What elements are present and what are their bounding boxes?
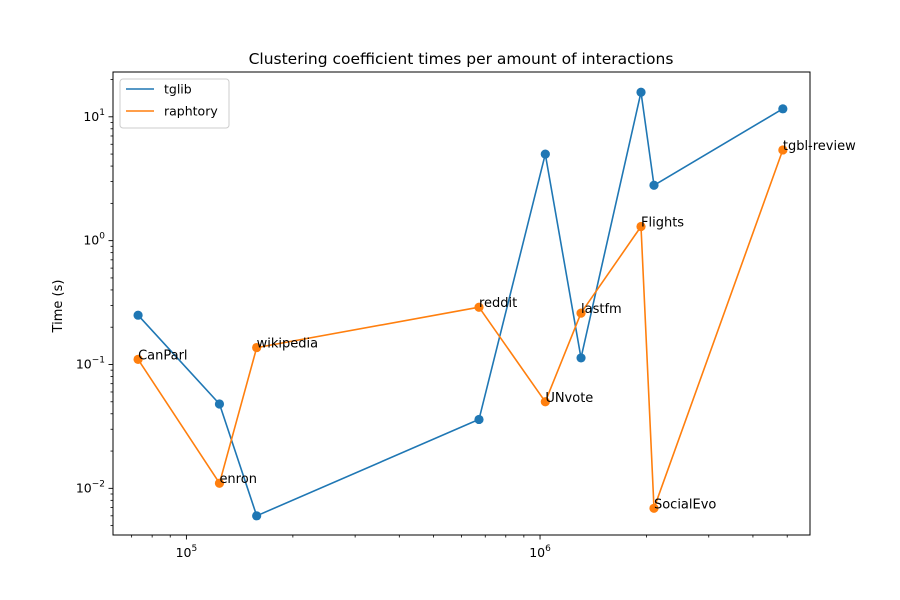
data-point-tglib bbox=[636, 87, 646, 97]
x-tick-label: 105 bbox=[176, 544, 198, 560]
series-line-tglib bbox=[137, 91, 784, 517]
point-annotation: CanParl bbox=[138, 348, 187, 363]
y-axis-label: Time (s) bbox=[51, 280, 66, 334]
data-point-tglib bbox=[214, 399, 225, 409]
legend: tglib raphtory bbox=[119, 78, 230, 129]
legend-label-raphtory: raphtory bbox=[164, 104, 218, 119]
x-tick-label: 106 bbox=[529, 544, 551, 560]
data-point-tglib bbox=[778, 104, 788, 114]
point-annotation: enron bbox=[219, 472, 257, 487]
data-point-tglib bbox=[252, 511, 262, 521]
data-point-raphtory bbox=[778, 145, 788, 155]
annotations: CanParl enron wikipedia reddit UNvote lastfm F… bbox=[138, 139, 856, 512]
point-annotation: lastfm bbox=[581, 302, 622, 317]
y-tick-label: 101 bbox=[83, 108, 105, 124]
data-point-raphtory bbox=[252, 342, 262, 353]
point-annotation: tgbl-review bbox=[783, 139, 856, 154]
ticks: 105 106 10−2 10−1 100 101 bbox=[76, 79, 788, 560]
data-point-raphtory bbox=[474, 302, 484, 312]
data-point-raphtory bbox=[576, 308, 586, 318]
point-annotation: Flights bbox=[641, 216, 684, 231]
legend-box bbox=[119, 78, 230, 129]
data-point-tglib bbox=[649, 180, 659, 190]
point-annotation: wikipedia bbox=[257, 337, 318, 352]
data-point-tglib bbox=[540, 149, 550, 159]
series-lines bbox=[137, 91, 784, 517]
point-annotation: UNvote bbox=[545, 391, 593, 406]
series-markers bbox=[133, 87, 788, 521]
data-point-tglib bbox=[474, 414, 484, 425]
point-annotation: reddit bbox=[479, 296, 517, 311]
y-tick-label: 10−2 bbox=[76, 479, 105, 495]
data-point-raphtory bbox=[649, 503, 659, 513]
legend-label-tglib: tglib bbox=[164, 82, 192, 97]
series-line-raphtory bbox=[137, 149, 784, 510]
y-tick-label: 10−1 bbox=[76, 355, 105, 371]
y-tick-label: 100 bbox=[83, 232, 105, 248]
data-point-tglib bbox=[133, 310, 143, 320]
data-point-raphtory bbox=[636, 221, 646, 232]
chart-title: Clustering coefficient times per amount … bbox=[249, 50, 674, 68]
data-point-raphtory bbox=[214, 478, 225, 488]
point-annotation: SocialEvo bbox=[654, 497, 716, 512]
plot-area-frame bbox=[112, 71, 811, 536]
data-point-tglib bbox=[576, 353, 586, 363]
data-point-raphtory bbox=[133, 354, 143, 364]
data-point-raphtory bbox=[540, 397, 550, 407]
